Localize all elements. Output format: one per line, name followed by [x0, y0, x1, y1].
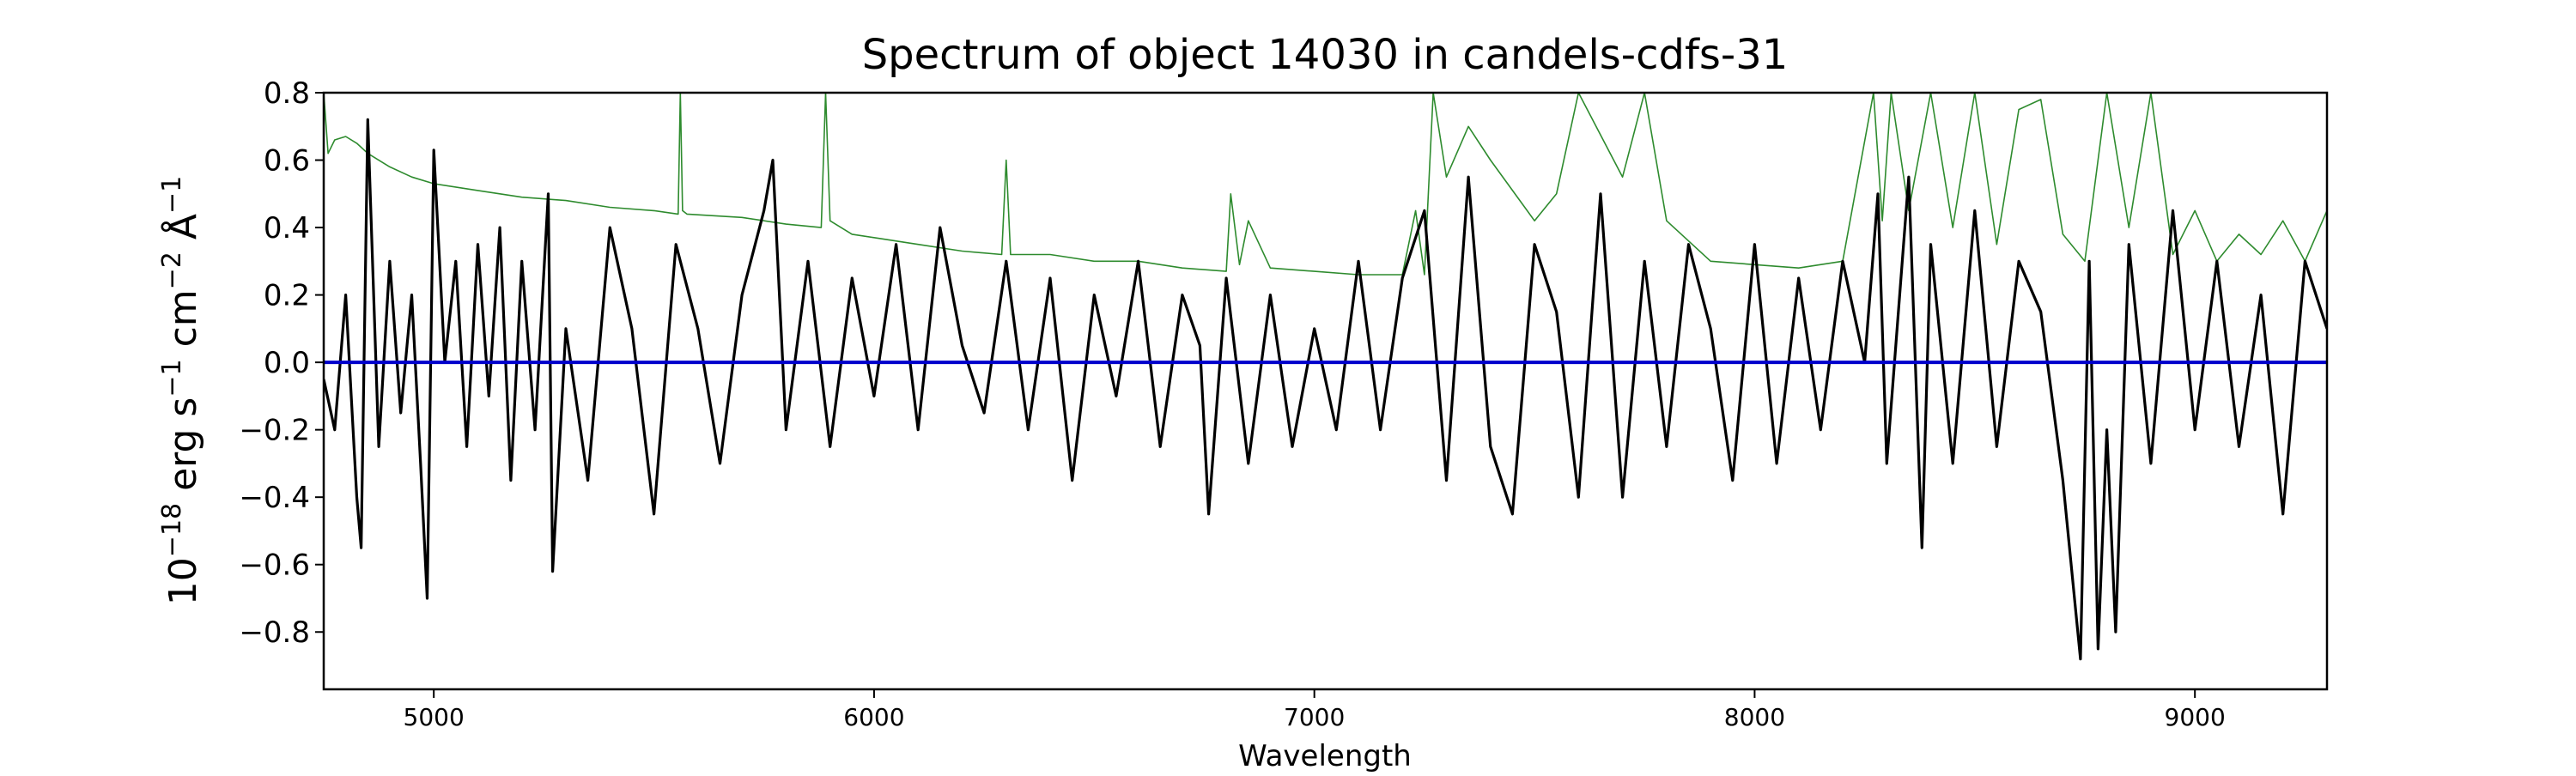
error-series-line: [324, 93, 2327, 276]
x-tick-label: 8000: [1724, 703, 1785, 731]
y-axis: 0.8 0.6 0.4 0.2 0.0 −0.2 −0.4 −0.6 −0.8: [239, 76, 324, 650]
y-tick-label: 0.6: [264, 144, 310, 179]
y-tick-label: −0.6: [239, 549, 310, 583]
y-tick-label: −0.2: [239, 414, 310, 448]
y-tick-label: 0.4: [264, 211, 310, 246]
x-tick-label: 7000: [1284, 703, 1345, 731]
flux-series-line: [324, 118, 2327, 661]
x-tick-label: 9000: [2165, 703, 2226, 731]
plot-frame: [322, 91, 2329, 691]
x-tick-label: 6000: [843, 703, 904, 731]
x-tick-label: 5000: [404, 703, 465, 731]
x-axis: 5000 6000 7000 8000 9000: [404, 689, 2226, 731]
y-tick-label: 0.8: [264, 76, 310, 111]
y-tick-label: 0.2: [264, 279, 310, 313]
x-axis-label: Wavelength: [1238, 739, 1412, 773]
y-tick-label: −0.8: [239, 615, 310, 650]
y-tick-label: −0.4: [239, 481, 310, 515]
chart-title: Spectrum of object 14030 in candels-cdfs…: [862, 31, 1789, 79]
series-layer: [324, 93, 2327, 661]
y-tick-label: 0.0: [264, 346, 310, 380]
y-axis-label: 10−18 erg s−1 cm−2 Å−1: [157, 176, 205, 605]
